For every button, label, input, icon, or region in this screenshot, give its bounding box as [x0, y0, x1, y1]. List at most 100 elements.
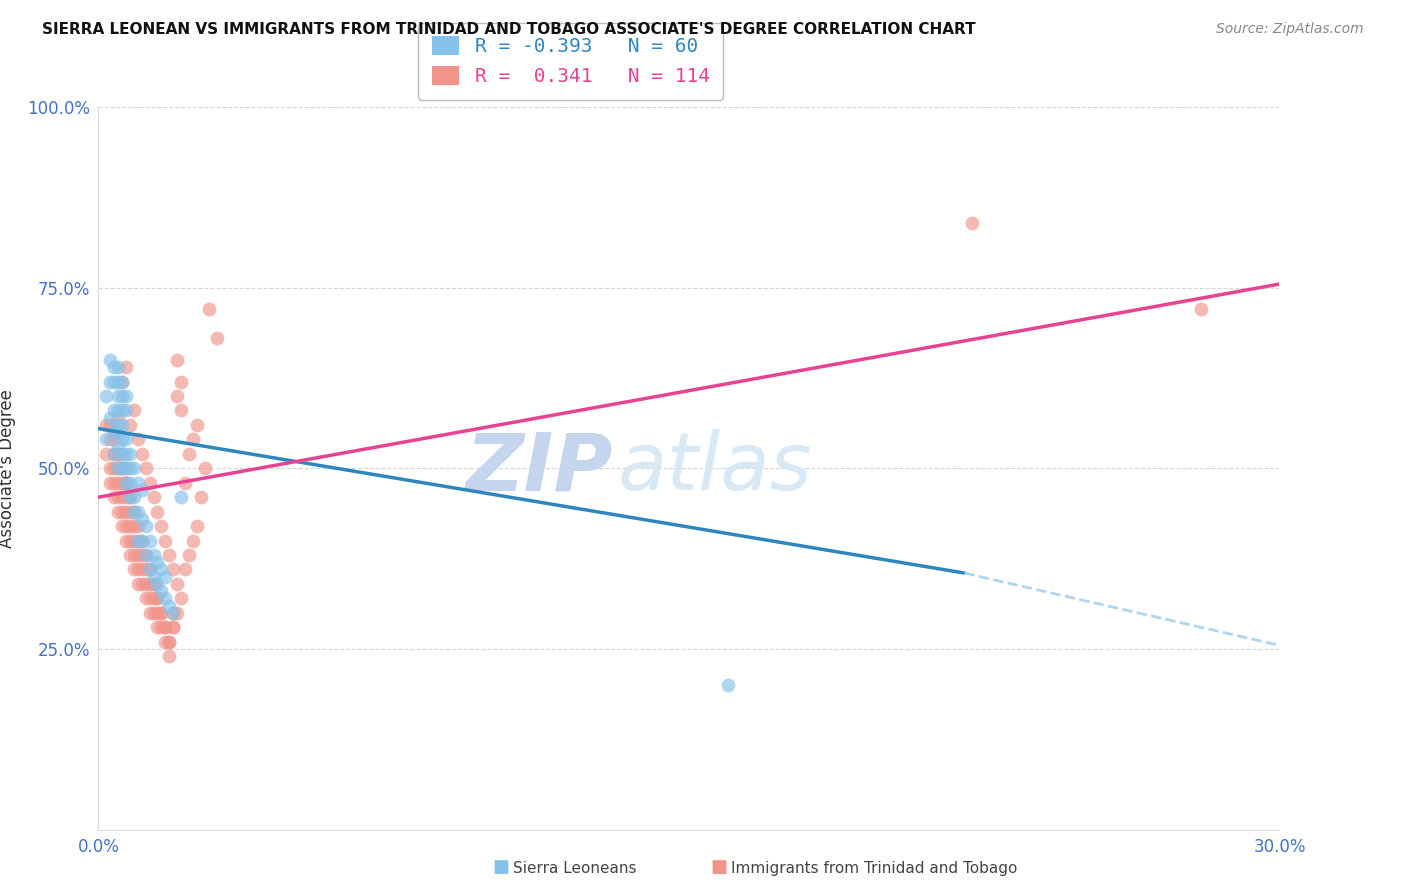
Point — [122, 562, 145, 576]
Point — [96, 417, 118, 432]
Point — [122, 519, 145, 533]
Point — [111, 505, 134, 519]
Point — [150, 584, 173, 599]
Point — [118, 490, 141, 504]
Point — [115, 475, 138, 490]
Point — [157, 634, 180, 648]
Point — [118, 533, 141, 548]
Point — [115, 461, 138, 475]
Point — [115, 389, 138, 403]
Point — [135, 519, 157, 533]
Point — [107, 475, 129, 490]
Point — [98, 433, 121, 447]
Point — [103, 461, 125, 475]
Point — [122, 505, 145, 519]
Point — [135, 461, 157, 475]
Text: ZIP: ZIP — [465, 429, 612, 508]
Point — [107, 490, 129, 504]
Point — [157, 634, 180, 648]
Point — [170, 403, 193, 417]
Point — [103, 403, 125, 417]
Point — [181, 433, 204, 447]
Point — [115, 475, 138, 490]
Point — [103, 475, 125, 490]
Point — [107, 417, 129, 432]
Point — [111, 389, 134, 403]
Point — [115, 490, 138, 504]
Point — [122, 533, 145, 548]
Point — [127, 577, 149, 591]
Text: atlas: atlas — [619, 429, 813, 508]
Point — [115, 533, 138, 548]
Point — [166, 577, 188, 591]
Point — [122, 548, 145, 562]
Text: Source: ZipAtlas.com: Source: ZipAtlas.com — [1216, 22, 1364, 37]
Point — [190, 490, 212, 504]
Point — [111, 475, 134, 490]
Point — [115, 360, 138, 375]
Point — [131, 447, 153, 461]
Point — [131, 512, 153, 526]
Point — [131, 483, 153, 497]
Point — [111, 461, 134, 475]
Point — [118, 475, 141, 490]
Point — [166, 606, 188, 620]
Point — [111, 490, 134, 504]
Point — [115, 519, 138, 533]
Point — [138, 591, 160, 606]
Point — [107, 375, 129, 389]
Point — [146, 591, 169, 606]
Point — [138, 533, 160, 548]
Point — [162, 606, 184, 620]
Point — [122, 461, 145, 475]
Point — [150, 562, 173, 576]
Point — [146, 577, 169, 591]
Point — [142, 606, 165, 620]
Point — [157, 548, 180, 562]
Point — [170, 591, 193, 606]
Point — [150, 519, 173, 533]
Point — [96, 433, 118, 447]
Point — [162, 620, 184, 634]
Point — [107, 403, 129, 417]
Point — [150, 620, 173, 634]
Point — [98, 417, 121, 432]
Point — [127, 505, 149, 519]
Point — [162, 620, 184, 634]
Point — [146, 555, 169, 569]
Point — [157, 649, 180, 664]
Point — [135, 562, 157, 576]
Point — [181, 533, 204, 548]
Point — [142, 577, 165, 591]
Point — [107, 461, 129, 475]
Point — [146, 505, 169, 519]
Point — [107, 389, 129, 403]
Point — [138, 562, 160, 576]
Point — [131, 577, 153, 591]
Point — [186, 417, 208, 432]
Point — [174, 562, 197, 576]
Point — [115, 447, 138, 461]
Point — [103, 433, 125, 447]
Point — [162, 606, 184, 620]
Point — [177, 447, 200, 461]
Point — [115, 433, 138, 447]
Point — [127, 548, 149, 562]
Point — [111, 375, 134, 389]
Point — [111, 403, 134, 417]
Point — [107, 447, 129, 461]
Point — [138, 606, 160, 620]
Point — [115, 505, 138, 519]
Point — [115, 403, 138, 417]
Point — [194, 461, 217, 475]
Point — [118, 548, 141, 562]
Point — [127, 533, 149, 548]
Point — [135, 548, 157, 562]
Point — [111, 461, 134, 475]
Point — [98, 352, 121, 367]
Point — [138, 562, 160, 576]
Point — [131, 533, 153, 548]
Point — [103, 490, 125, 504]
Point — [186, 519, 208, 533]
Point — [166, 352, 188, 367]
